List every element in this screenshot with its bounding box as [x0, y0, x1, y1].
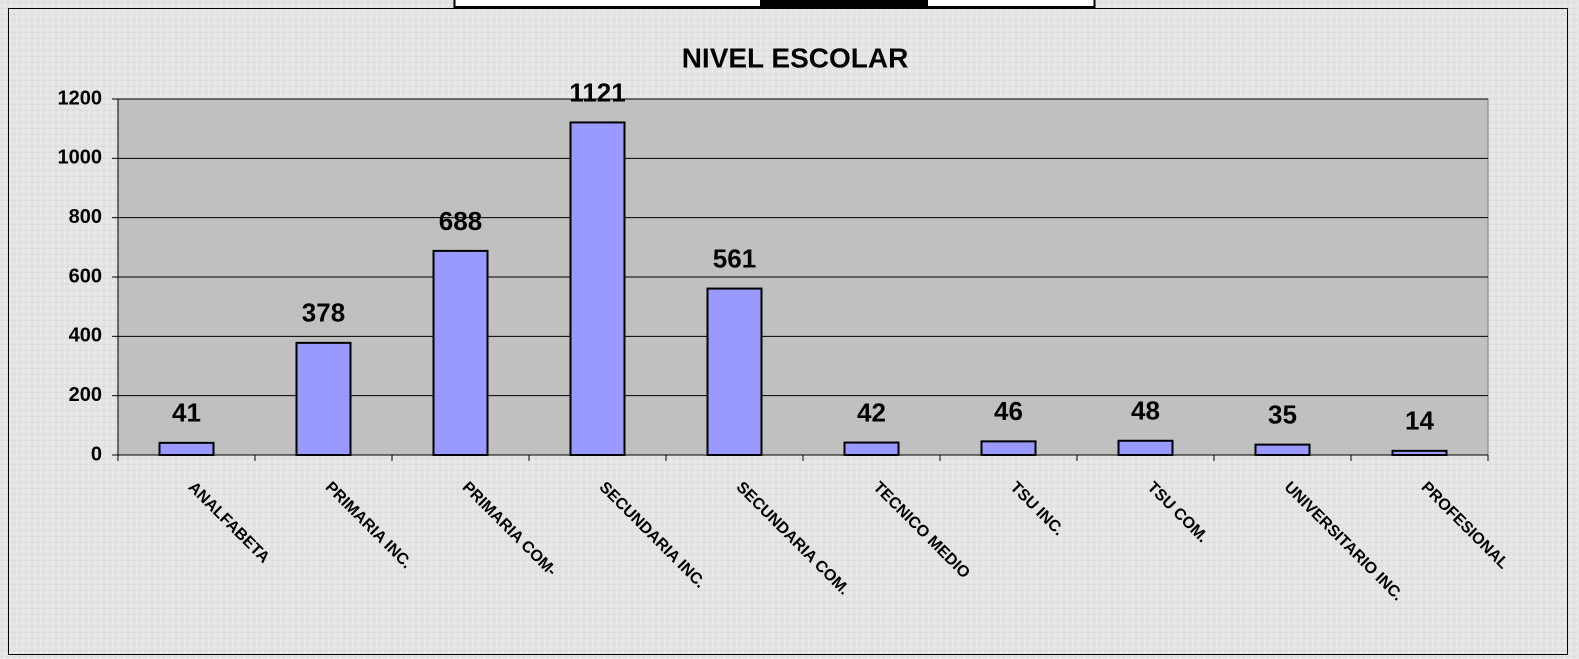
y-tick-label: 0 — [91, 443, 102, 465]
data-label: 688 — [439, 206, 482, 236]
y-tick-label: 400 — [69, 325, 102, 347]
bar — [706, 287, 763, 456]
bar — [432, 249, 489, 456]
top-box-fill — [760, 0, 928, 7]
y-tick-label: 1000 — [58, 147, 103, 169]
bar — [1391, 449, 1448, 457]
y-tick-label: 200 — [69, 384, 102, 406]
data-label: 561 — [713, 243, 756, 273]
bar — [1117, 439, 1174, 457]
data-label: 42 — [857, 397, 886, 427]
bar — [569, 121, 626, 456]
bar — [1254, 443, 1311, 457]
bar — [295, 341, 352, 456]
data-label: 378 — [302, 298, 345, 328]
bar — [980, 440, 1037, 456]
y-tick-label: 1200 — [58, 87, 103, 109]
y-tick-label: 800 — [69, 206, 102, 228]
chart-title: NIVEL ESCOLAR — [682, 42, 909, 73]
data-label: 46 — [994, 396, 1023, 426]
chart-border — [8, 8, 1568, 655]
data-label: 1121 — [569, 77, 625, 107]
data-label: 48 — [1131, 396, 1160, 426]
data-label: 35 — [1268, 399, 1297, 429]
bar — [843, 441, 900, 457]
bar — [158, 441, 215, 457]
data-label: 41 — [172, 398, 201, 428]
data-label: 14 — [1405, 406, 1434, 436]
y-tick-label: 600 — [69, 265, 102, 287]
